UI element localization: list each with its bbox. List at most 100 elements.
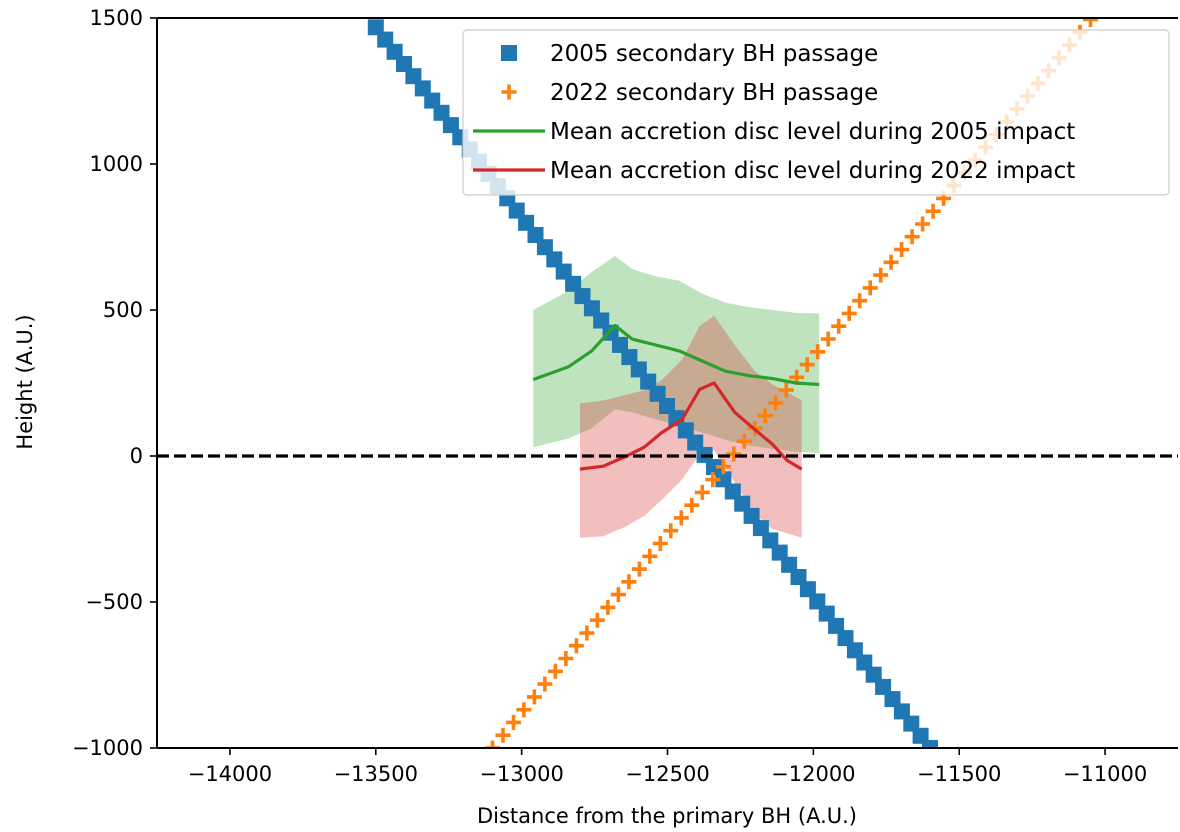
x-tick-label: −11500	[917, 762, 1001, 786]
point-square	[837, 630, 854, 647]
point-plus	[736, 433, 752, 449]
point-plus	[673, 510, 689, 526]
point-square	[865, 666, 882, 683]
point-plus	[642, 548, 658, 564]
point-square	[715, 471, 732, 488]
point-square	[442, 117, 459, 134]
point-square	[574, 288, 591, 305]
point-plus	[600, 599, 616, 615]
point-square	[659, 398, 675, 414]
point-plus	[652, 536, 668, 551]
y-tick-label: −500	[85, 590, 143, 614]
point-square	[809, 593, 826, 610]
point-square	[649, 385, 666, 402]
point-plus	[684, 497, 700, 513]
band-series-2	[533, 256, 820, 454]
y-tick-label: 500	[103, 298, 143, 322]
point-plus	[485, 740, 500, 748]
legend: 2005 secondary BH passage 2022 secondary …	[462, 29, 1170, 196]
point-square	[922, 740, 938, 748]
point-square	[734, 495, 751, 512]
point-plus	[915, 216, 931, 232]
point-square	[565, 275, 582, 292]
y-tick-label: 1500	[90, 6, 143, 30]
legend-handle-square	[501, 45, 517, 61]
x-tick-label: −13000	[479, 762, 563, 786]
point-plus	[831, 318, 847, 334]
y-tick-label: −1000	[72, 736, 143, 760]
point-plus	[589, 612, 605, 628]
point-plus	[705, 472, 721, 488]
point-plus	[894, 242, 910, 257]
point-plus	[610, 587, 626, 603]
point-plus	[799, 357, 815, 373]
point-square	[893, 703, 910, 720]
point-plus	[1083, 18, 1098, 27]
point-square	[903, 715, 920, 732]
point-plus	[631, 561, 647, 577]
x-axis-ticks: −14000 −13500 −13000 −12500 −12000 −11500 −110…	[188, 748, 1147, 786]
point-plus	[537, 676, 553, 692]
point-square	[846, 642, 863, 659]
point-square	[396, 56, 412, 72]
point-square	[630, 361, 647, 378]
point-square	[508, 202, 525, 219]
y-tick-label: 0	[130, 444, 143, 468]
point-plus	[862, 280, 878, 296]
point-square	[743, 507, 760, 524]
point-square	[518, 214, 535, 231]
legend-label: 2022 secondary BH passage	[550, 80, 878, 106]
point-plus	[568, 638, 584, 654]
point-plus	[547, 663, 563, 679]
point-square	[583, 300, 600, 317]
point-square	[771, 544, 788, 561]
point-square	[612, 336, 628, 353]
point-square	[818, 605, 835, 622]
point-square	[593, 312, 610, 329]
legend-handle-plus	[501, 84, 517, 100]
point-square	[414, 80, 431, 97]
point-plus	[621, 574, 637, 590]
point-plus	[694, 484, 710, 500]
legend-frame	[462, 29, 1170, 196]
point-plus	[495, 727, 511, 743]
point-plus	[873, 267, 889, 283]
point-square	[706, 459, 722, 476]
point-plus	[841, 305, 857, 321]
legend-label: 2005 secondary BH passage	[550, 41, 878, 67]
point-square	[621, 349, 638, 366]
legend-label: Mean accretion disc level during 2005 im…	[550, 119, 1075, 145]
point-square	[856, 654, 873, 671]
point-square	[884, 691, 901, 708]
point-square	[640, 373, 657, 390]
point-plus	[883, 254, 899, 270]
point-square	[433, 104, 450, 121]
point-square	[724, 483, 741, 500]
point-plus	[768, 395, 784, 411]
x-tick-label: −13500	[334, 762, 418, 786]
point-square	[828, 617, 845, 634]
x-tick-label: −12500	[625, 762, 709, 786]
point-square	[527, 227, 544, 243]
point-square	[687, 434, 704, 451]
x-tick-label: −12000	[771, 762, 855, 786]
point-square	[875, 678, 892, 695]
point-square	[555, 263, 572, 280]
point-square	[377, 31, 394, 48]
point-square	[677, 422, 694, 439]
point-square	[386, 43, 403, 60]
point-square	[762, 532, 779, 549]
x-tick-label: −14000	[188, 762, 272, 786]
legend-label: Mean accretion disc level during 2022 im…	[550, 158, 1075, 184]
x-axis-label: Distance from the primary BH (A.U.)	[477, 804, 857, 828]
y-tick-label: 1000	[90, 152, 143, 176]
point-square	[405, 68, 422, 85]
point-square	[799, 581, 816, 598]
legend-items: 2005 secondary BH passage 2022 secondary …	[473, 41, 1075, 184]
point-square	[790, 569, 807, 585]
point-plus	[778, 382, 794, 398]
point-plus	[757, 408, 773, 424]
point-square	[536, 239, 553, 256]
point-square	[546, 251, 563, 268]
